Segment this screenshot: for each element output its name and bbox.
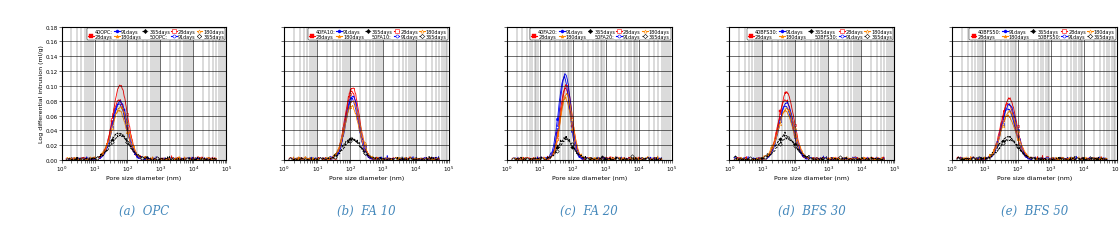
- Y-axis label: Log differential intrusion (ml/g): Log differential intrusion (ml/g): [39, 45, 44, 143]
- Legend: 40BFS30:, 28days, 91days, 180days, 365days, 50BFS30:, 28days, 91days, 180days, 3: 40BFS30:, 28days, 91days, 180days, 365da…: [746, 28, 893, 41]
- X-axis label: Pore size diameter (nm): Pore size diameter (nm): [997, 175, 1072, 180]
- Text: (a)  OPC: (a) OPC: [119, 204, 169, 217]
- Text: (c)  FA 20: (c) FA 20: [561, 204, 618, 217]
- Text: (d)  BFS 30: (d) BFS 30: [778, 204, 846, 217]
- Text: (e)  BFS 50: (e) BFS 50: [1000, 204, 1068, 217]
- Text: (b)  FA 10: (b) FA 10: [337, 204, 396, 217]
- X-axis label: Pore size diameter (nm): Pore size diameter (nm): [329, 175, 404, 180]
- X-axis label: Pore size diameter (nm): Pore size diameter (nm): [774, 175, 849, 180]
- Legend: 40FA20:, 28days, 91days, 180days, 365days, 50FA20:, 28days, 91days, 180days, 365: 40FA20:, 28days, 91days, 180days, 365day…: [530, 28, 670, 41]
- Legend: 40OPC:, 28days, 91days, 180days, 365days, 50OPC:, 28days, 91days, 180days, 365da: 40OPC:, 28days, 91days, 180days, 365days…: [87, 28, 225, 41]
- X-axis label: Pore size diameter (nm): Pore size diameter (nm): [106, 175, 181, 180]
- X-axis label: Pore size diameter (nm): Pore size diameter (nm): [552, 175, 627, 180]
- Legend: 40FA10:, 28days, 91days, 180days, 365days, 50FA10:, 28days, 91days, 180days, 365: 40FA10:, 28days, 91days, 180days, 365day…: [308, 28, 448, 41]
- Legend: 40BFS50:, 28days, 91days, 180days, 365days, 50BFS50:, 28days, 91days, 180days, 3: 40BFS50:, 28days, 91days, 180days, 365da…: [969, 28, 1116, 41]
